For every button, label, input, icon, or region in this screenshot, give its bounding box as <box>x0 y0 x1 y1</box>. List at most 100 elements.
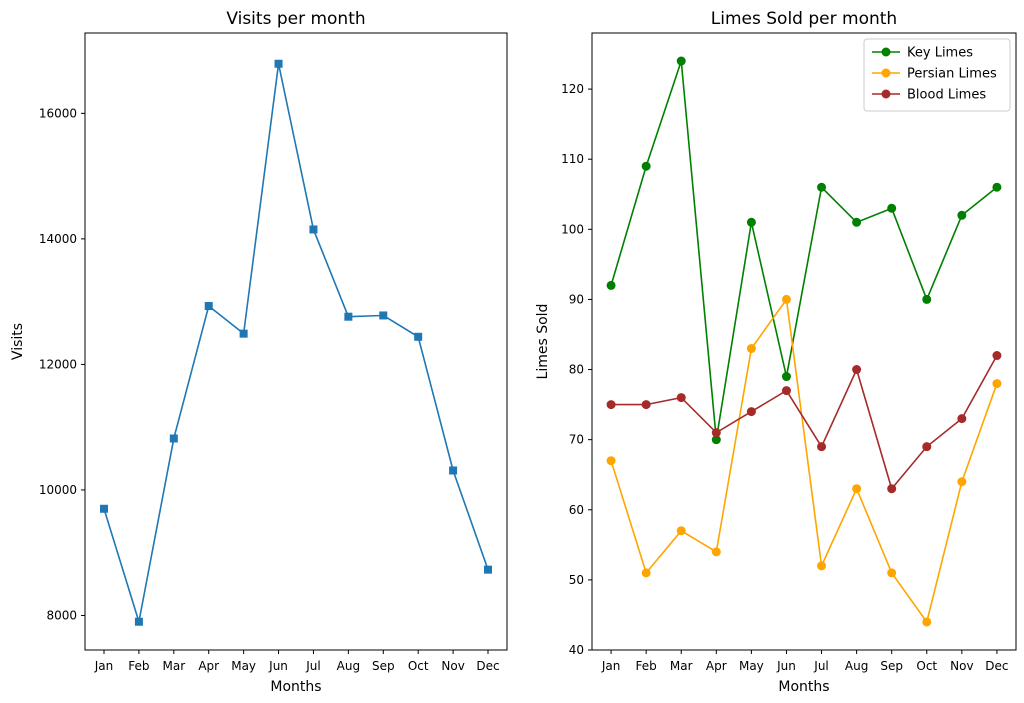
y-tick-label: 8000 <box>46 608 77 622</box>
plot-frame <box>591 32 1017 651</box>
data-point <box>992 182 1002 192</box>
series-line <box>611 355 998 491</box>
data-point <box>746 407 756 417</box>
series-line <box>103 63 489 622</box>
data-point <box>676 56 686 66</box>
data-point <box>344 312 353 321</box>
y-tick-label: 14000 <box>39 232 77 246</box>
data-point <box>957 414 967 424</box>
x-tick-label: May <box>231 659 256 673</box>
y-tick-label: 10000 <box>39 483 77 497</box>
x-tick-label: Nov <box>441 659 464 673</box>
x-axis-label: Months <box>778 679 829 695</box>
y-tick-label: 80 <box>569 363 584 377</box>
legend-marker <box>881 68 891 78</box>
data-point <box>852 484 862 494</box>
y-tick-label: 100 <box>561 222 584 236</box>
chart-title: Visits per month <box>226 9 365 29</box>
data-point <box>746 217 756 227</box>
limes-chart: Limes Sold per month Jan Feb Mar Apr May Jun Ju… <box>535 9 1017 695</box>
legend-marker <box>881 89 891 99</box>
x-tick-label: Jul <box>813 659 828 673</box>
y-tick-label: 60 <box>569 503 584 517</box>
visits-chart: Visits per month Jan Feb Mar Apr May Jun Jul Aug… <box>10 9 508 695</box>
data-point <box>922 294 932 304</box>
x-tick-label: Jun <box>776 659 796 673</box>
data-point <box>274 59 283 68</box>
data-point <box>746 344 756 354</box>
data-point <box>781 372 791 382</box>
data-point <box>99 504 108 513</box>
x-axis-label: Months <box>270 679 321 695</box>
data-point <box>606 400 616 410</box>
data-point <box>711 435 721 445</box>
x-tick-label: Sep <box>372 659 395 673</box>
x-tick-label: Dec <box>476 659 499 673</box>
plot-frame <box>84 32 508 651</box>
series-line <box>610 297 998 624</box>
data-point <box>887 484 897 494</box>
data-point <box>887 203 897 213</box>
legend-marker <box>881 47 891 57</box>
y-tick-label: 40 <box>569 643 584 657</box>
y-tick-label: 90 <box>569 292 584 306</box>
data-point <box>239 329 248 338</box>
data-point <box>817 561 827 571</box>
data-point <box>887 568 897 578</box>
x-tick-label: Apr <box>706 659 727 673</box>
x-tick-label: Jun <box>268 659 288 673</box>
data-point <box>817 182 827 192</box>
data-point <box>379 311 388 320</box>
data-point <box>781 294 791 304</box>
legend-label: Key Limes <box>907 46 973 61</box>
series-blood-limes <box>606 351 1002 494</box>
y-axis-label: Limes Sold <box>535 304 551 380</box>
legend-item: Blood Limes <box>872 88 986 103</box>
x-tick-label: Oct <box>408 659 429 673</box>
x-tick-label: Jan <box>94 659 114 673</box>
data-point <box>852 217 862 227</box>
data-point <box>606 456 616 466</box>
data-point <box>641 161 651 171</box>
data-point <box>676 393 686 403</box>
data-point <box>957 210 967 220</box>
data-point <box>922 442 932 452</box>
x-tick-label: Jan <box>601 659 621 673</box>
series-line <box>610 60 998 440</box>
y-tick-label: 70 <box>569 433 584 447</box>
x-tick-label: Nov <box>950 659 973 673</box>
data-point <box>992 379 1002 389</box>
legend: Key Limes Persian Limes Blood Limes <box>863 38 1011 112</box>
y-tick-label: 110 <box>561 152 584 166</box>
legend-item: Key Limes <box>872 46 973 61</box>
x-tick-label: Aug <box>845 659 868 673</box>
y-axis-label: Visits <box>10 323 26 360</box>
y-tick-label: 50 <box>569 573 584 587</box>
x-tick-label: Mar <box>670 659 693 673</box>
data-point <box>414 332 423 341</box>
y-tick-label: 12000 <box>39 357 77 371</box>
series-persian-limes <box>606 294 1002 627</box>
data-point <box>781 386 791 396</box>
legend-frame <box>863 38 1011 112</box>
data-point <box>204 302 213 311</box>
data-point <box>449 466 458 475</box>
data-point <box>309 225 318 234</box>
series-key-limes <box>606 56 1002 445</box>
x-tick-label: Aug <box>337 659 360 673</box>
data-point <box>606 280 616 290</box>
x-tick-label: May <box>739 659 764 673</box>
data-point <box>134 617 143 626</box>
legend-label: Persian Limes <box>907 67 997 82</box>
data-point <box>484 565 493 574</box>
y-tick-label: 16000 <box>39 106 77 120</box>
x-tick-label: Apr <box>198 659 219 673</box>
series-0 <box>99 59 493 626</box>
x-tick-label: Oct <box>916 659 937 673</box>
y-tick-label: 120 <box>561 82 584 96</box>
data-point <box>641 568 651 578</box>
legend-label: Blood Limes <box>907 88 986 103</box>
data-point <box>711 547 721 557</box>
data-point <box>852 365 862 375</box>
